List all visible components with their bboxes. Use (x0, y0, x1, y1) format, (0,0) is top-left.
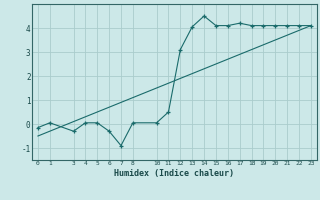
X-axis label: Humidex (Indice chaleur): Humidex (Indice chaleur) (115, 169, 234, 178)
